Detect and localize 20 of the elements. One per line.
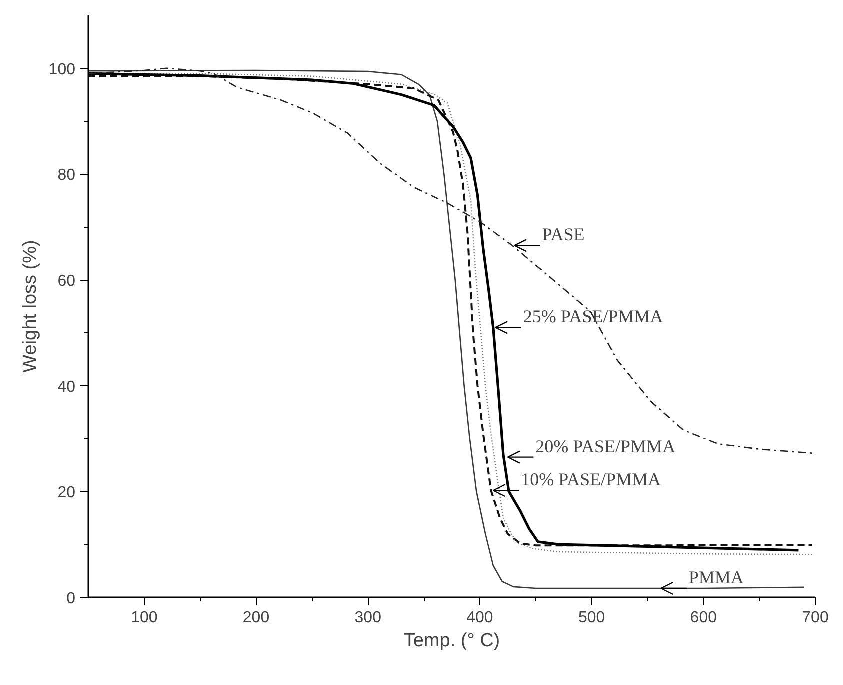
y-tick-label: 100 xyxy=(48,61,76,78)
y-tick-label: 40 xyxy=(58,378,76,396)
x-tick-label: 600 xyxy=(690,610,718,626)
annotation: 25% PASE/PMMA xyxy=(523,306,664,327)
annotation: 10% PASE/PMMA xyxy=(521,470,662,490)
y-tick-label: 0 xyxy=(66,590,76,608)
y-axis-title: Weight loss (%) xyxy=(20,240,41,373)
x-tick-label: 200 xyxy=(242,610,270,626)
x-tick-label: 700 xyxy=(802,610,829,626)
y-tick-label: 60 xyxy=(58,273,76,290)
annotation: PASE xyxy=(542,224,585,245)
y-tick-label: 20 xyxy=(58,484,76,502)
x-tick-label: 100 xyxy=(131,610,158,626)
x-tick-label: 400 xyxy=(466,610,494,626)
x-tick-label: 500 xyxy=(578,610,606,626)
x-tick-label: 300 xyxy=(354,610,382,626)
y-tick-label: 80 xyxy=(58,167,76,184)
x-axis-title: Temp. (° C) xyxy=(404,630,500,652)
annotation: 20% PASE/PMMA xyxy=(536,436,676,456)
annotation: PMMA xyxy=(688,568,744,588)
